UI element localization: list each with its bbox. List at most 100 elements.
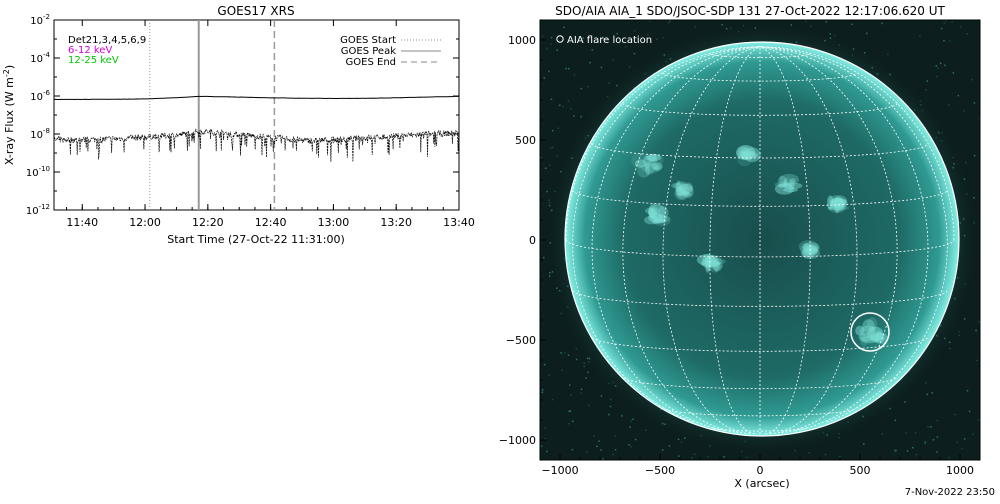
bright-patch [649, 153, 664, 166]
latitude-line [622, 103, 898, 116]
noise-speck [825, 21, 828, 23]
noise-speck [546, 47, 548, 50]
bright-patch [642, 155, 658, 167]
noise-speck [926, 80, 928, 82]
noise-speck [926, 393, 928, 396]
bright-patch [827, 205, 846, 211]
noise-speck [580, 392, 582, 394]
noise-speck [931, 392, 933, 394]
noise-speck [960, 26, 962, 28]
noise-speck [943, 40, 945, 42]
noise-speck [587, 85, 589, 88]
noise-speck [949, 347, 951, 350]
noise-speck [973, 197, 975, 199]
noise-speck [616, 32, 618, 35]
noise-speck [694, 453, 696, 456]
noise-speck [963, 318, 966, 320]
noise-speck [541, 35, 544, 38]
noise-speck [662, 36, 665, 39]
detector-annotation: Det21,3,4,5,6,9 [68, 35, 146, 46]
noise-speck [866, 32, 868, 35]
noise-speck [914, 432, 917, 434]
noise-speck [628, 66, 631, 68]
noise-speck [834, 34, 836, 37]
bright-patch [802, 242, 820, 252]
noise-speck [591, 49, 594, 51]
longitude-line [759, 46, 811, 435]
bright-patch [676, 180, 681, 196]
noise-speck [721, 24, 723, 26]
noise-speck [600, 449, 602, 451]
noise-speck [587, 404, 590, 407]
noise-speck [583, 362, 586, 364]
bright-patch [634, 159, 647, 168]
xrs-x-tick-label: 13:20 [380, 216, 412, 229]
noise-speck [625, 45, 627, 48]
noise-speck [927, 425, 929, 428]
noise-speck [560, 352, 562, 354]
bright-patch [737, 151, 752, 167]
noise-speck [551, 398, 554, 401]
bright-patch [696, 254, 717, 266]
aia-x-axis-label: X (arcsec) [734, 477, 789, 490]
bright-patch [637, 164, 651, 178]
bright-patch [650, 211, 663, 225]
noise-speck [563, 26, 565, 29]
bright-patch [860, 333, 868, 346]
energy-band-high-annotation: 12-25 keV [68, 55, 119, 66]
xrs-x-tick-label: 12:00 [129, 216, 161, 229]
noise-speck [924, 442, 927, 445]
noise-speck [895, 449, 897, 452]
longitude-line [565, 46, 761, 241]
noise-speck [573, 74, 576, 76]
solar-disk [565, 42, 959, 436]
noise-speck [609, 405, 612, 408]
noise-speck [586, 451, 588, 453]
aia-title: SDO/AIA AIA_1 SDO/JSOC-SDP 131 27-Oct-20… [555, 4, 945, 18]
noise-speck [600, 66, 603, 69]
noise-speck [863, 443, 865, 445]
noise-speck [930, 426, 932, 428]
noise-speck [548, 199, 550, 202]
xrs-axes: 11:40 12:00 12:20 12:40 13:00 13:20 13:40 10-2 1… [26, 13, 475, 229]
bright-patch [647, 213, 667, 223]
bright-patch [658, 218, 665, 223]
bright-patch [676, 185, 687, 200]
bright-patch [829, 199, 845, 208]
bright-patch [783, 187, 798, 193]
noise-speck [943, 22, 946, 25]
noise-speck [582, 37, 584, 39]
aia-y-tick-label: 500 [515, 134, 536, 147]
xrs-x-axis-label: Start Time (27-Oct-22 11:31:00) [167, 233, 345, 246]
noise-speck [571, 448, 574, 451]
noise-speck [691, 457, 693, 459]
noise-speck [945, 20, 947, 22]
bright-patch [702, 255, 719, 268]
noise-speck [790, 24, 792, 26]
noise-speck [678, 455, 680, 457]
noise-speck [881, 22, 883, 25]
timestamp-footer: 7-Nov-2022 23:50 [905, 487, 995, 498]
aia-x-tick-label: 1000 [946, 464, 974, 477]
xrs-x-tick-label: 11:40 [66, 216, 98, 229]
noise-speck [610, 398, 612, 401]
noise-speck [667, 22, 670, 24]
bright-patch [855, 325, 865, 336]
noise-speck [971, 78, 973, 81]
longitude-line [759, 46, 955, 241]
legend-goes-end-label: GOES End [346, 57, 396, 68]
aia-panel: SDO/AIA AIA_1 SDO/JSOC-SDP 131 27-Oct-20… [499, 4, 995, 498]
noise-speck [944, 64, 946, 67]
noise-speck [677, 438, 680, 440]
noise-speck [904, 401, 906, 403]
bright-patch [648, 207, 655, 219]
bright-patch [703, 255, 721, 268]
noise-speck [694, 26, 696, 28]
noise-speck [572, 420, 574, 422]
noise-speck [570, 107, 572, 110]
noise-speck [569, 410, 572, 412]
xrs-x-tick-label: 12:20 [192, 216, 224, 229]
bright-patch [774, 183, 795, 195]
legend-goes-peak-label: GOES Peak [341, 46, 396, 57]
